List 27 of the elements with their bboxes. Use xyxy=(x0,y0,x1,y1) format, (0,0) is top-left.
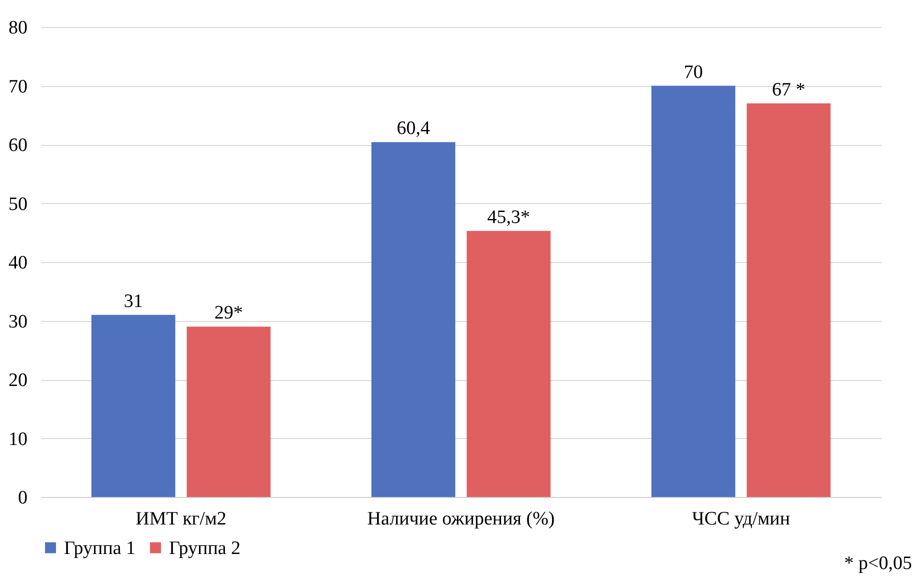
bar xyxy=(466,230,551,497)
data-label: 29* xyxy=(214,302,243,324)
y-tick-label: 70 xyxy=(8,76,28,98)
text: * p<0,05 xyxy=(844,553,912,575)
x-tick-label: ЧСС уд/мин xyxy=(692,508,790,530)
y-tick-label: 20 xyxy=(8,370,28,391)
bar xyxy=(186,326,271,497)
y-tick-label: 0 xyxy=(18,488,28,508)
bar xyxy=(91,314,176,497)
y-tick-label: 50 xyxy=(8,194,28,215)
data-label: 60,4 xyxy=(396,118,430,140)
x-tick-label: Наличие ожирения (%) xyxy=(367,508,555,530)
y-tick-label: 10 xyxy=(8,428,28,450)
bar xyxy=(746,103,831,497)
y-tick-label: 40 xyxy=(8,252,28,274)
data-label: 67 * xyxy=(772,79,806,100)
bar xyxy=(371,142,456,497)
legend-label: Группа 2 xyxy=(169,538,241,559)
y-tick-label: 30 xyxy=(8,311,28,332)
data-label: 70 xyxy=(684,62,703,83)
bar xyxy=(651,86,736,497)
legend-label: Группа 1 xyxy=(64,538,136,559)
y-tick-label: 80 xyxy=(8,18,28,38)
data-label: 45,3* xyxy=(487,206,530,228)
x-tick-label: ИМТ кг/м2 xyxy=(136,508,226,530)
y-tick-label: 60 xyxy=(8,135,28,156)
data-label: 31 xyxy=(124,290,143,312)
